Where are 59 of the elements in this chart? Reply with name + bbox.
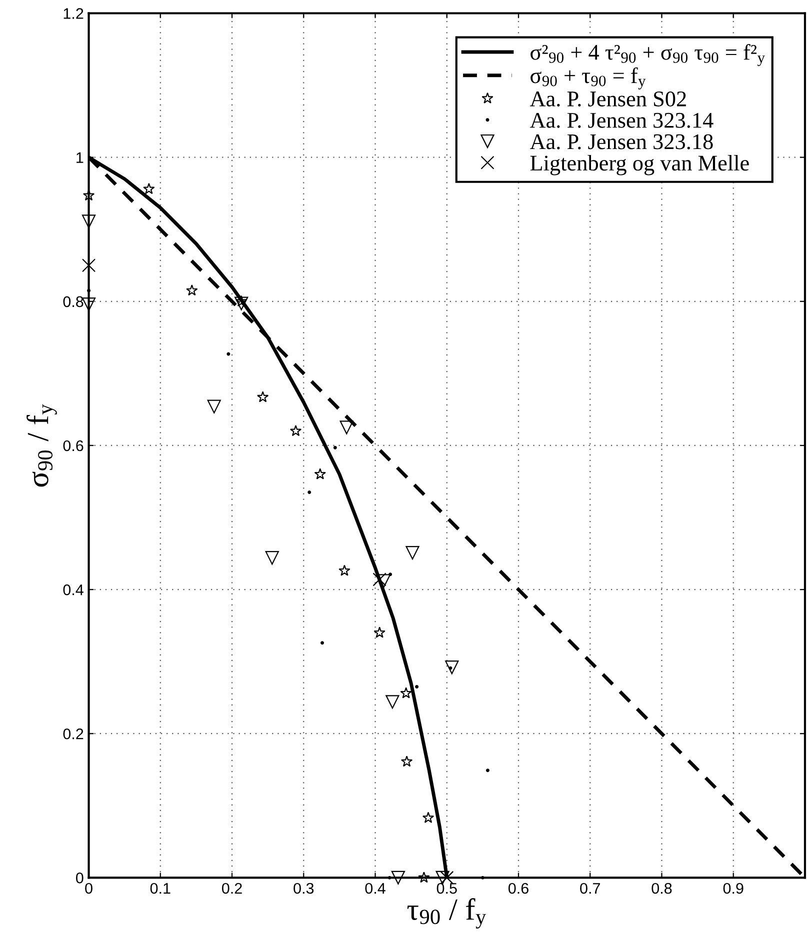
text: σ²$_{90}$ + 4 τ²$_{90}$ + σ$_{90}$ τ$_{90}$ = f²$_{y}$ bbox=[530, 44, 765, 66]
point bbox=[422, 812, 434, 823]
legend-label: Aa. P. Jensen S02 bbox=[530, 91, 686, 107]
point bbox=[415, 685, 419, 689]
point bbox=[82, 189, 95, 201]
point bbox=[386, 695, 400, 709]
x-tick-label: 0.1 bbox=[150, 882, 170, 894]
point bbox=[82, 297, 96, 312]
point bbox=[400, 756, 413, 767]
point bbox=[486, 768, 490, 772]
y-tick-label: 0.2 bbox=[63, 728, 84, 740]
x-axis-title: τ$_{90}$ / f$_{y}$ bbox=[407, 898, 486, 929]
point bbox=[186, 284, 198, 296]
point bbox=[445, 660, 459, 674]
y-tick-label: 0.4 bbox=[63, 584, 84, 596]
y-axis-title: σ$_{90}$ / f$_{y}$ bbox=[26, 404, 57, 487]
legend-label: Aa. P. Jensen 323.14 bbox=[530, 112, 714, 128]
point bbox=[82, 214, 96, 228]
x-tick-label: 0.2 bbox=[222, 882, 242, 894]
y-tick-label: 1.2 bbox=[64, 8, 84, 19]
point bbox=[143, 182, 155, 194]
point bbox=[388, 876, 392, 880]
point bbox=[226, 352, 230, 356]
point bbox=[480, 876, 484, 880]
point bbox=[234, 296, 248, 310]
point bbox=[418, 872, 430, 883]
point bbox=[290, 424, 302, 436]
point bbox=[320, 641, 324, 645]
point bbox=[372, 572, 386, 586]
y-tick-label: 0.6 bbox=[63, 440, 84, 452]
y-tick-label: 0 bbox=[76, 872, 84, 884]
point bbox=[340, 420, 354, 434]
x-tick-label: 0.9 bbox=[723, 882, 744, 894]
y-tick-label: 0.8 bbox=[63, 296, 84, 308]
point bbox=[87, 288, 91, 292]
x-tick-label: 0.7 bbox=[580, 882, 600, 894]
x-tick-label: 0 bbox=[85, 882, 92, 894]
point bbox=[207, 400, 221, 414]
legend-label: Ligtenberg og van Melle bbox=[530, 155, 749, 176]
x-tick-label: 0.5 bbox=[436, 882, 457, 894]
point bbox=[256, 391, 269, 402]
point bbox=[333, 446, 337, 450]
point bbox=[338, 564, 350, 576]
point bbox=[406, 546, 420, 560]
point bbox=[314, 468, 326, 480]
point bbox=[400, 687, 412, 698]
x-tick-label: 0.6 bbox=[508, 882, 528, 894]
point bbox=[265, 551, 279, 565]
x-tick-label: 0.4 bbox=[365, 882, 386, 894]
legend-label: Aa. P. Jensen 323.18 bbox=[530, 134, 713, 150]
legend-label: σ$_{90}$ + τ$_{90}$ = f$_{y}$ bbox=[530, 67, 646, 90]
y-tick-label: 1 bbox=[76, 152, 84, 163]
x-tick-label: 0.8 bbox=[652, 882, 672, 894]
point bbox=[82, 258, 96, 272]
point bbox=[391, 870, 405, 884]
point bbox=[308, 490, 312, 494]
x-tick-label: 0.3 bbox=[294, 882, 314, 894]
point bbox=[436, 870, 450, 884]
point bbox=[374, 626, 386, 638]
